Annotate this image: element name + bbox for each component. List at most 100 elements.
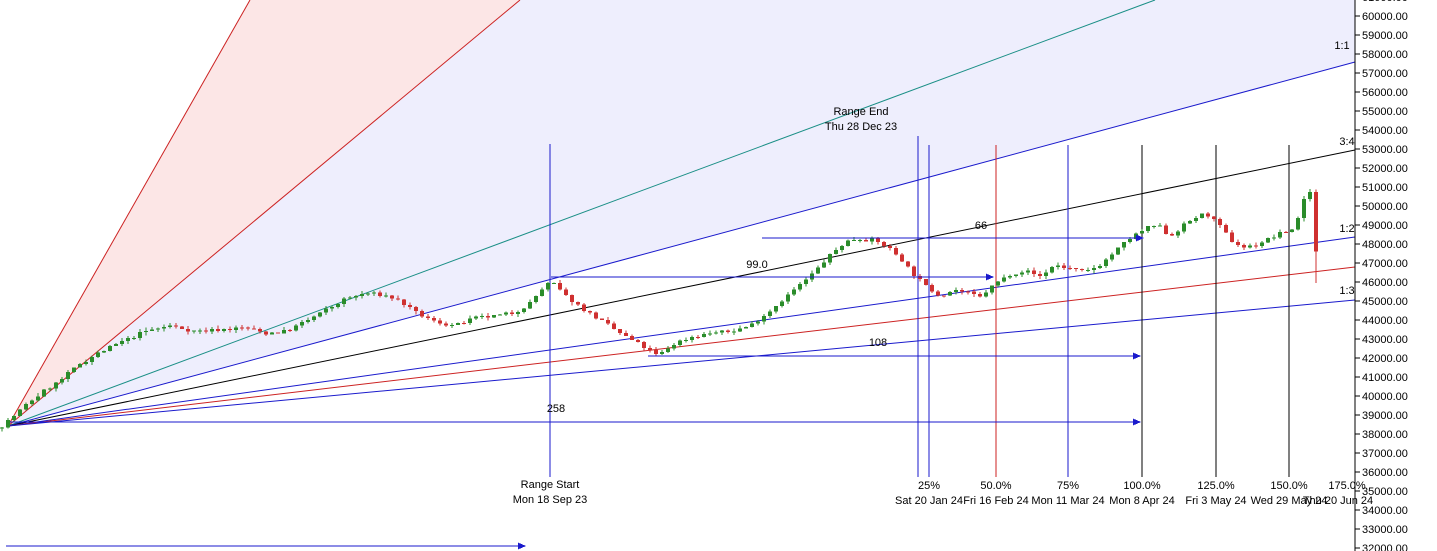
price-axis-label: 34000.00 (1362, 505, 1408, 517)
fan-ray-red-trend[interactable] (7, 266, 1356, 427)
candle-body (666, 348, 670, 353)
candlesticks (0, 188, 1318, 432)
measure-arrow-value: 258 (547, 403, 565, 415)
price-axis-label: 61000.00 (1362, 0, 1408, 4)
fan-wedges (8, 0, 1355, 427)
candle-body (906, 261, 910, 267)
candle-body (606, 319, 610, 324)
candle-body (162, 326, 166, 329)
candle-body (414, 306, 418, 312)
candle-body (156, 328, 160, 330)
candle-body (558, 282, 562, 290)
price-axis-label: 40000.00 (1362, 391, 1408, 403)
candle-body (30, 400, 34, 405)
candle-body (1080, 269, 1084, 271)
candle-body (504, 312, 508, 315)
extension-pct-label: 100.0% (1123, 480, 1161, 492)
extension-pct-label: 175.0% (1328, 480, 1366, 492)
extension-date-label: Mon 8 Apr 24 (1109, 495, 1174, 507)
fan-ratio-label: 3:4 (1339, 136, 1354, 148)
candle-body (852, 240, 856, 242)
candle-body (660, 352, 664, 355)
chart-labels: 1:1 3:4 1:2 1:3 Range Start Mon 18 Sep 23 Rang… (513, 40, 1373, 507)
candle-body (564, 289, 568, 295)
price-axis-label: 56000.00 (1362, 87, 1408, 99)
candle-body (696, 336, 700, 338)
price-axis-label: 48000.00 (1362, 239, 1408, 251)
candle-body (1230, 232, 1234, 242)
candle-body (246, 327, 250, 329)
candle-body (330, 306, 334, 309)
fan-ray-1-1[interactable] (7, 61, 1356, 427)
price-axis-label: 54000.00 (1362, 125, 1408, 137)
candle-body (1308, 191, 1312, 199)
candle-body (1248, 245, 1252, 248)
candle-body (126, 337, 130, 342)
candle-body (624, 333, 628, 336)
candle-body (1044, 272, 1048, 277)
candle-body (1026, 270, 1030, 273)
candle-body (756, 321, 760, 324)
candle-body (630, 335, 634, 340)
candle-body (954, 290, 958, 292)
candle-body (1314, 191, 1318, 252)
price-axis-label: 38000.00 (1362, 429, 1408, 441)
fan-ray-red-steep[interactable] (7, 0, 251, 427)
fan-ray-1-3[interactable] (7, 299, 1356, 427)
candle-body (762, 315, 766, 322)
fan-ray-1-2[interactable] (7, 236, 1356, 427)
candle-body (1170, 233, 1174, 236)
candle-body (264, 331, 268, 335)
candle-body (1116, 247, 1120, 255)
candle-body (456, 322, 460, 325)
fan-ray-red-mid[interactable] (7, 0, 521, 427)
candle-body (786, 294, 790, 302)
fan-ray-teal[interactable] (7, 0, 1156, 427)
candle-body (48, 388, 52, 390)
candle-body (1158, 225, 1162, 227)
candle-body (384, 295, 388, 297)
candle-body (222, 328, 226, 332)
candle-body (24, 404, 28, 410)
candle-body (570, 294, 574, 303)
candle-body (642, 341, 646, 349)
range-end-title: Range End (833, 106, 888, 118)
candle-body (12, 415, 16, 420)
candle-body (768, 311, 772, 316)
fan-ray-3-4[interactable] (7, 149, 1356, 427)
extension-date-label: Fri 3 May 24 (1185, 495, 1246, 507)
candle-body (1182, 223, 1186, 232)
candle-body (270, 332, 274, 335)
fan-wedge-lavender[interactable] (8, 0, 1355, 427)
candle-body (1032, 270, 1036, 275)
candle-body (42, 389, 46, 397)
candle-body (846, 240, 850, 246)
measure-arrow-value: 99.0 (746, 259, 767, 271)
candle-body (294, 325, 298, 331)
candle-body (738, 328, 742, 332)
candle-body (498, 314, 502, 316)
bottom-arrow-arrowhead-icon (518, 542, 526, 550)
extension-pct-label: 150.0% (1270, 480, 1308, 492)
candle-body (894, 248, 898, 255)
candle-body (1278, 232, 1282, 238)
measure-arrow-2-arrowhead-icon (986, 273, 994, 281)
candle-body (552, 282, 556, 284)
candle-body (354, 295, 358, 298)
price-axis-label: 53000.00 (1362, 144, 1408, 156)
price-axis-label: 33000.00 (1362, 524, 1408, 536)
extension-date-label: Fri 16 Feb 24 (963, 495, 1028, 507)
candle-body (1302, 198, 1306, 219)
candle-body (930, 285, 934, 292)
price-axis-label: 59000.00 (1362, 30, 1408, 42)
candle-body (588, 310, 592, 313)
candle-body (468, 318, 472, 324)
candle-body (516, 312, 520, 314)
candle-body (1236, 241, 1240, 245)
candle-body (900, 254, 904, 262)
candle-body (990, 285, 994, 293)
candle-body (1200, 213, 1204, 218)
candle-body (840, 245, 844, 251)
